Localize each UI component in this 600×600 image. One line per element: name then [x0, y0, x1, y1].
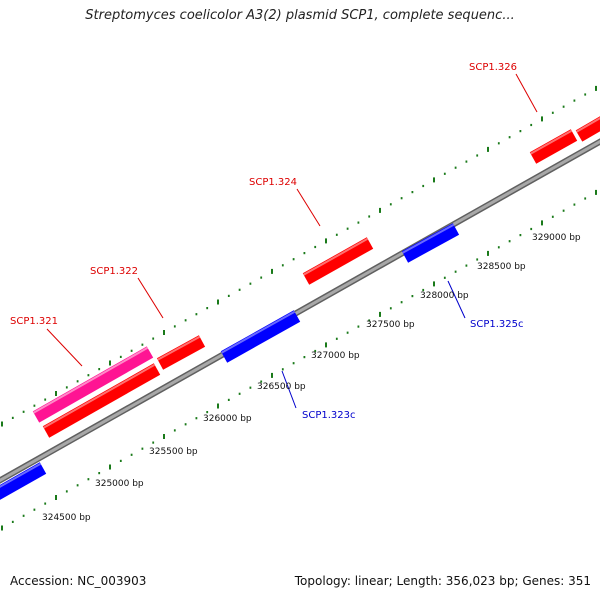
sequence-backbone	[0, 138, 600, 484]
gene-arrow-highlight	[33, 346, 149, 414]
gene-label-scp1-325c[interactable]: SCP1.325c	[470, 319, 524, 330]
gene-arrow-scp1-326[interactable]	[529, 129, 578, 164]
gene-arrow-body	[156, 335, 206, 370]
gene-arrow-body	[529, 129, 578, 164]
gene-arrow-body	[0, 462, 47, 500]
gene-arrow-highlight	[43, 363, 156, 429]
gene-label-scp1-324[interactable]: SCP1.324	[249, 177, 297, 188]
gene-label-scp1-326[interactable]: SCP1.326	[469, 62, 517, 73]
gene-label-scp1-323c[interactable]: SCP1.323c	[302, 410, 356, 421]
gene-features	[0, 112, 600, 503]
sequence-summary: Topology: linear; Length: 356,023 bp; Ge…	[294, 574, 591, 588]
gene-arrow-scp1-322[interactable]	[156, 335, 206, 370]
scale-label: 327500 bp	[366, 320, 415, 330]
gene-arrow-scp1-323c[interactable]	[220, 310, 301, 363]
gene-arrow-highlight	[221, 310, 296, 354]
gene-label-scp1-322[interactable]: SCP1.322	[90, 266, 138, 277]
gene-arrow-scp1-324[interactable]	[302, 237, 374, 285]
scale-label: 324500 bp	[42, 513, 91, 523]
map-title: Streptomyces coelicolor A3(2) plasmid SC…	[85, 8, 515, 23]
gene-arrow-body	[575, 116, 600, 142]
gene-arrow-body	[401, 223, 460, 263]
gene-arrow-highlight	[530, 129, 573, 155]
scale-label: 325500 bp	[149, 447, 198, 457]
accession-info: Accession: NC_003903	[10, 574, 147, 588]
gene-arrow-body	[32, 346, 154, 423]
gene-arrow-body	[42, 363, 161, 438]
gene-arrow-body	[302, 237, 374, 285]
gene-arrow-highlight	[402, 223, 455, 254]
gene-arrow-highlight	[576, 117, 600, 133]
gene-arrow-reverse-partial[interactable]	[0, 462, 47, 503]
scale-label: 326500 bp	[257, 382, 306, 392]
gene-arrow-unlabeled[interactable]	[42, 363, 161, 438]
gene-arrow-highlight	[0, 462, 42, 488]
gene-label-scp1-321[interactable]: SCP1.321	[10, 316, 58, 327]
forward-tick-track	[1, 85, 597, 427]
label-leaders	[46, 73, 538, 409]
scale-label: 328000 bp	[420, 291, 469, 301]
scale-label: 329000 bp	[532, 233, 581, 243]
scale-label: 326000 bp	[203, 414, 252, 424]
reverse-tick-track	[1, 189, 597, 531]
scale-label: 328500 bp	[477, 262, 526, 272]
gene-arrow-scp1-321[interactable]	[32, 346, 154, 423]
scale-label: 325000 bp	[95, 479, 144, 489]
gene-arrow-scp1-325c[interactable]	[401, 223, 460, 263]
gene-arrow-highlight	[303, 237, 369, 276]
gene-arrow-offscreen[interactable]	[575, 112, 600, 142]
gene-arrow-highlight	[157, 335, 201, 361]
gene-arrow-body	[220, 310, 301, 363]
scale-label: 327000 bp	[311, 351, 360, 361]
